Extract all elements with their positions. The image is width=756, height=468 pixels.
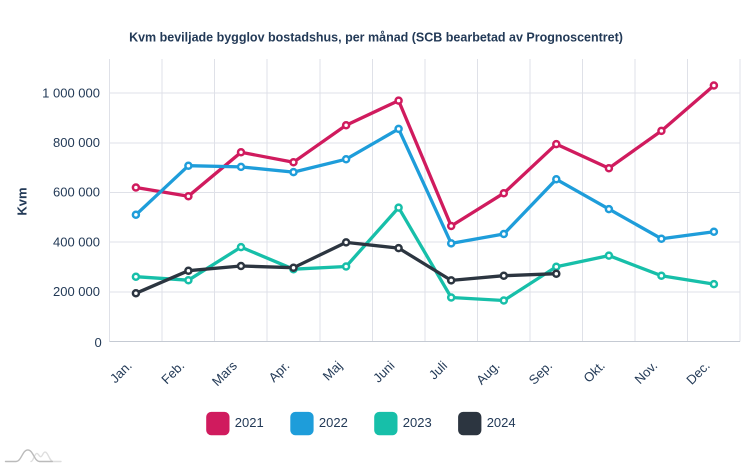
svg-text:2023: 2023 <box>403 415 432 430</box>
svg-text:200 000: 200 000 <box>53 284 100 299</box>
svg-text:Kvm: Kvm <box>15 187 30 215</box>
svg-text:2021: 2021 <box>235 415 264 430</box>
svg-text:800 000: 800 000 <box>53 135 100 150</box>
svg-text:2024: 2024 <box>487 415 516 430</box>
svg-text:2022: 2022 <box>319 415 348 430</box>
svg-text:400 000: 400 000 <box>53 234 100 249</box>
svg-text:600 000: 600 000 <box>53 185 100 200</box>
svg-text:Kvm beviljade bygglov bostadsh: Kvm beviljade bygglov bostadshus, per må… <box>129 31 623 45</box>
svg-text:1 000 000: 1 000 000 <box>42 85 100 100</box>
svg-text:0: 0 <box>94 335 101 350</box>
